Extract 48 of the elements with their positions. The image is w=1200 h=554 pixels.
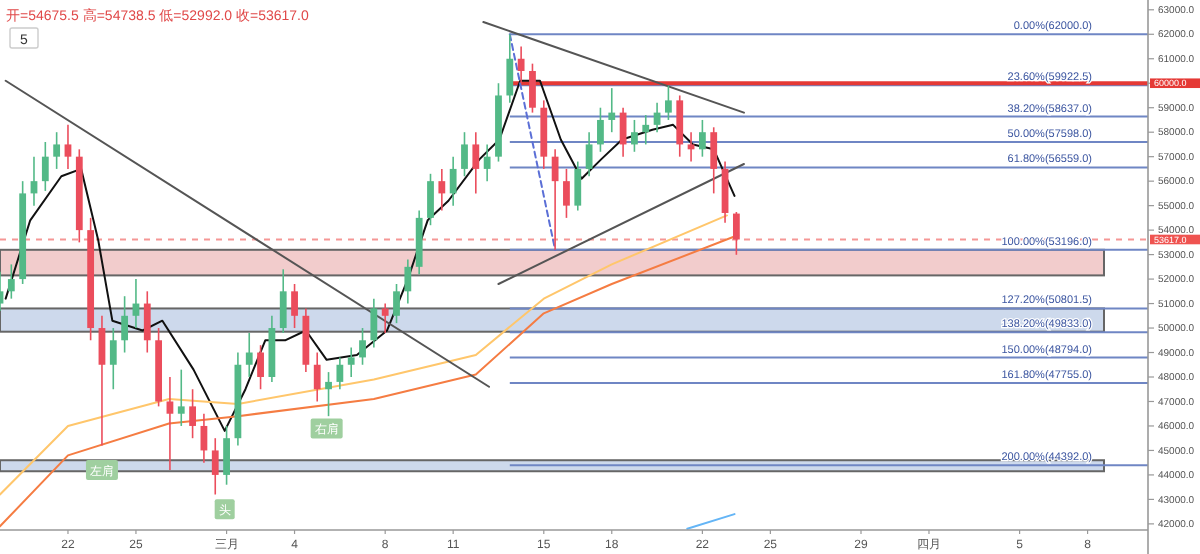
candlestick bbox=[676, 94, 684, 158]
candlestick bbox=[574, 160, 582, 212]
candlestick bbox=[393, 283, 400, 324]
candlestick bbox=[245, 332, 253, 378]
candlestick bbox=[608, 87, 616, 133]
candlestick bbox=[642, 114, 650, 146]
candlestick bbox=[438, 168, 446, 212]
candlestick bbox=[7, 263, 15, 300]
candlestick bbox=[211, 437, 219, 496]
candlestick bbox=[732, 211, 740, 256]
candlestick bbox=[189, 388, 196, 439]
candlestick bbox=[336, 356, 344, 391]
candlestick bbox=[279, 268, 287, 334]
candlestick bbox=[665, 84, 672, 121]
candlestick bbox=[370, 297, 378, 349]
candlestick bbox=[313, 351, 321, 403]
candlestick bbox=[472, 131, 480, 195]
candlestick bbox=[461, 131, 468, 178]
candlestick bbox=[257, 344, 264, 391]
candlestick bbox=[699, 119, 706, 158]
candlestick bbox=[710, 126, 718, 195]
candlestick bbox=[381, 302, 389, 334]
candlestick bbox=[223, 425, 230, 486]
candlestick bbox=[347, 346, 355, 378]
candlestick bbox=[53, 131, 61, 170]
candlestick bbox=[551, 148, 559, 251]
candlestick bbox=[506, 33, 514, 104]
candlestick bbox=[359, 327, 366, 366]
candlestick bbox=[449, 155, 457, 207]
candlestick bbox=[121, 295, 129, 354]
candlestick bbox=[597, 106, 604, 153]
candlestick bbox=[325, 371, 332, 417]
candlestick bbox=[585, 131, 593, 178]
candlestick bbox=[177, 368, 185, 427]
candlestick bbox=[166, 376, 174, 471]
candlestick bbox=[631, 119, 638, 153]
candlestick bbox=[529, 62, 536, 114]
candlestick bbox=[517, 45, 525, 85]
candlestick bbox=[404, 258, 412, 305]
candlestick bbox=[143, 290, 151, 354]
candlestick bbox=[427, 173, 434, 227]
candlestick bbox=[291, 283, 298, 329]
candlestick bbox=[687, 131, 695, 163]
candlestick bbox=[109, 327, 117, 391]
candlestick bbox=[64, 124, 72, 170]
candlestick bbox=[41, 141, 49, 192]
candlestick bbox=[563, 168, 570, 219]
candlestick bbox=[483, 143, 491, 182]
